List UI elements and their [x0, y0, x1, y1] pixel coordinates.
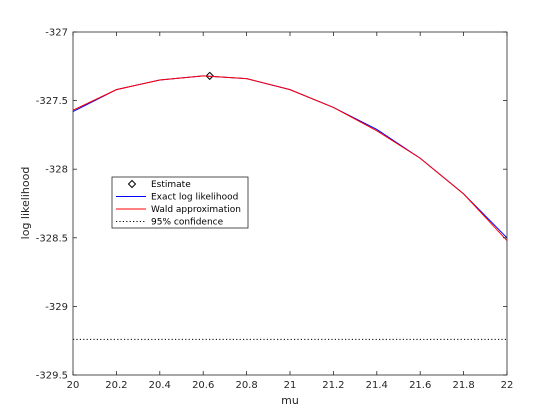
y-tick-label: -329.5 [36, 371, 68, 382]
legend-estimate-label: Estimate [151, 180, 191, 190]
legend-wald-approximation-label: Wald approximation [151, 205, 241, 215]
y-axis-label: log likelihood [19, 167, 32, 240]
legend: Estimate Exact log likelihood Wald approxi… [111, 176, 249, 229]
legend-95-confidence-label: 95% confidence [151, 218, 224, 228]
x-tick-label: 21.8 [452, 380, 474, 391]
x-tick-label: 20.8 [235, 380, 257, 391]
y-tick-label: -329 [45, 302, 68, 313]
x-tick-label: 21.6 [409, 380, 431, 391]
x-tick-label: 20.4 [149, 380, 171, 391]
y-tick-label: -327 [45, 28, 68, 39]
series-layer [72, 71, 508, 340]
x-axis-label: mu [281, 394, 299, 407]
legend-entries: Estimate Exact log likelihood Wald approxi… [116, 179, 241, 228]
legend-exact-log-likelihood-label: Exact log likelihood [151, 193, 238, 203]
wald-approximation-line [72, 75, 508, 241]
estimate-point [205, 71, 214, 81]
ticks-layer: 20 20.2 20.4 20.6 20.8 21 21.2 21.4 21.6 21.8 22 -3… [36, 28, 514, 392]
y-tick-label: -328.5 [36, 233, 68, 244]
x-tick-label: 20.2 [105, 380, 127, 391]
x-tick-label: 22 [501, 380, 514, 391]
y-tick-label: -328 [45, 165, 68, 176]
x-tick-label: 20.6 [192, 380, 214, 391]
x-tick-label: 21.2 [322, 380, 344, 391]
x-tick-label: 21 [284, 380, 297, 391]
legend-estimate-symbol [127, 179, 137, 189]
x-tick-label: 20 [67, 380, 80, 391]
x-tick-label: 21.4 [366, 380, 388, 391]
y-tick-label: -327.5 [36, 96, 68, 107]
